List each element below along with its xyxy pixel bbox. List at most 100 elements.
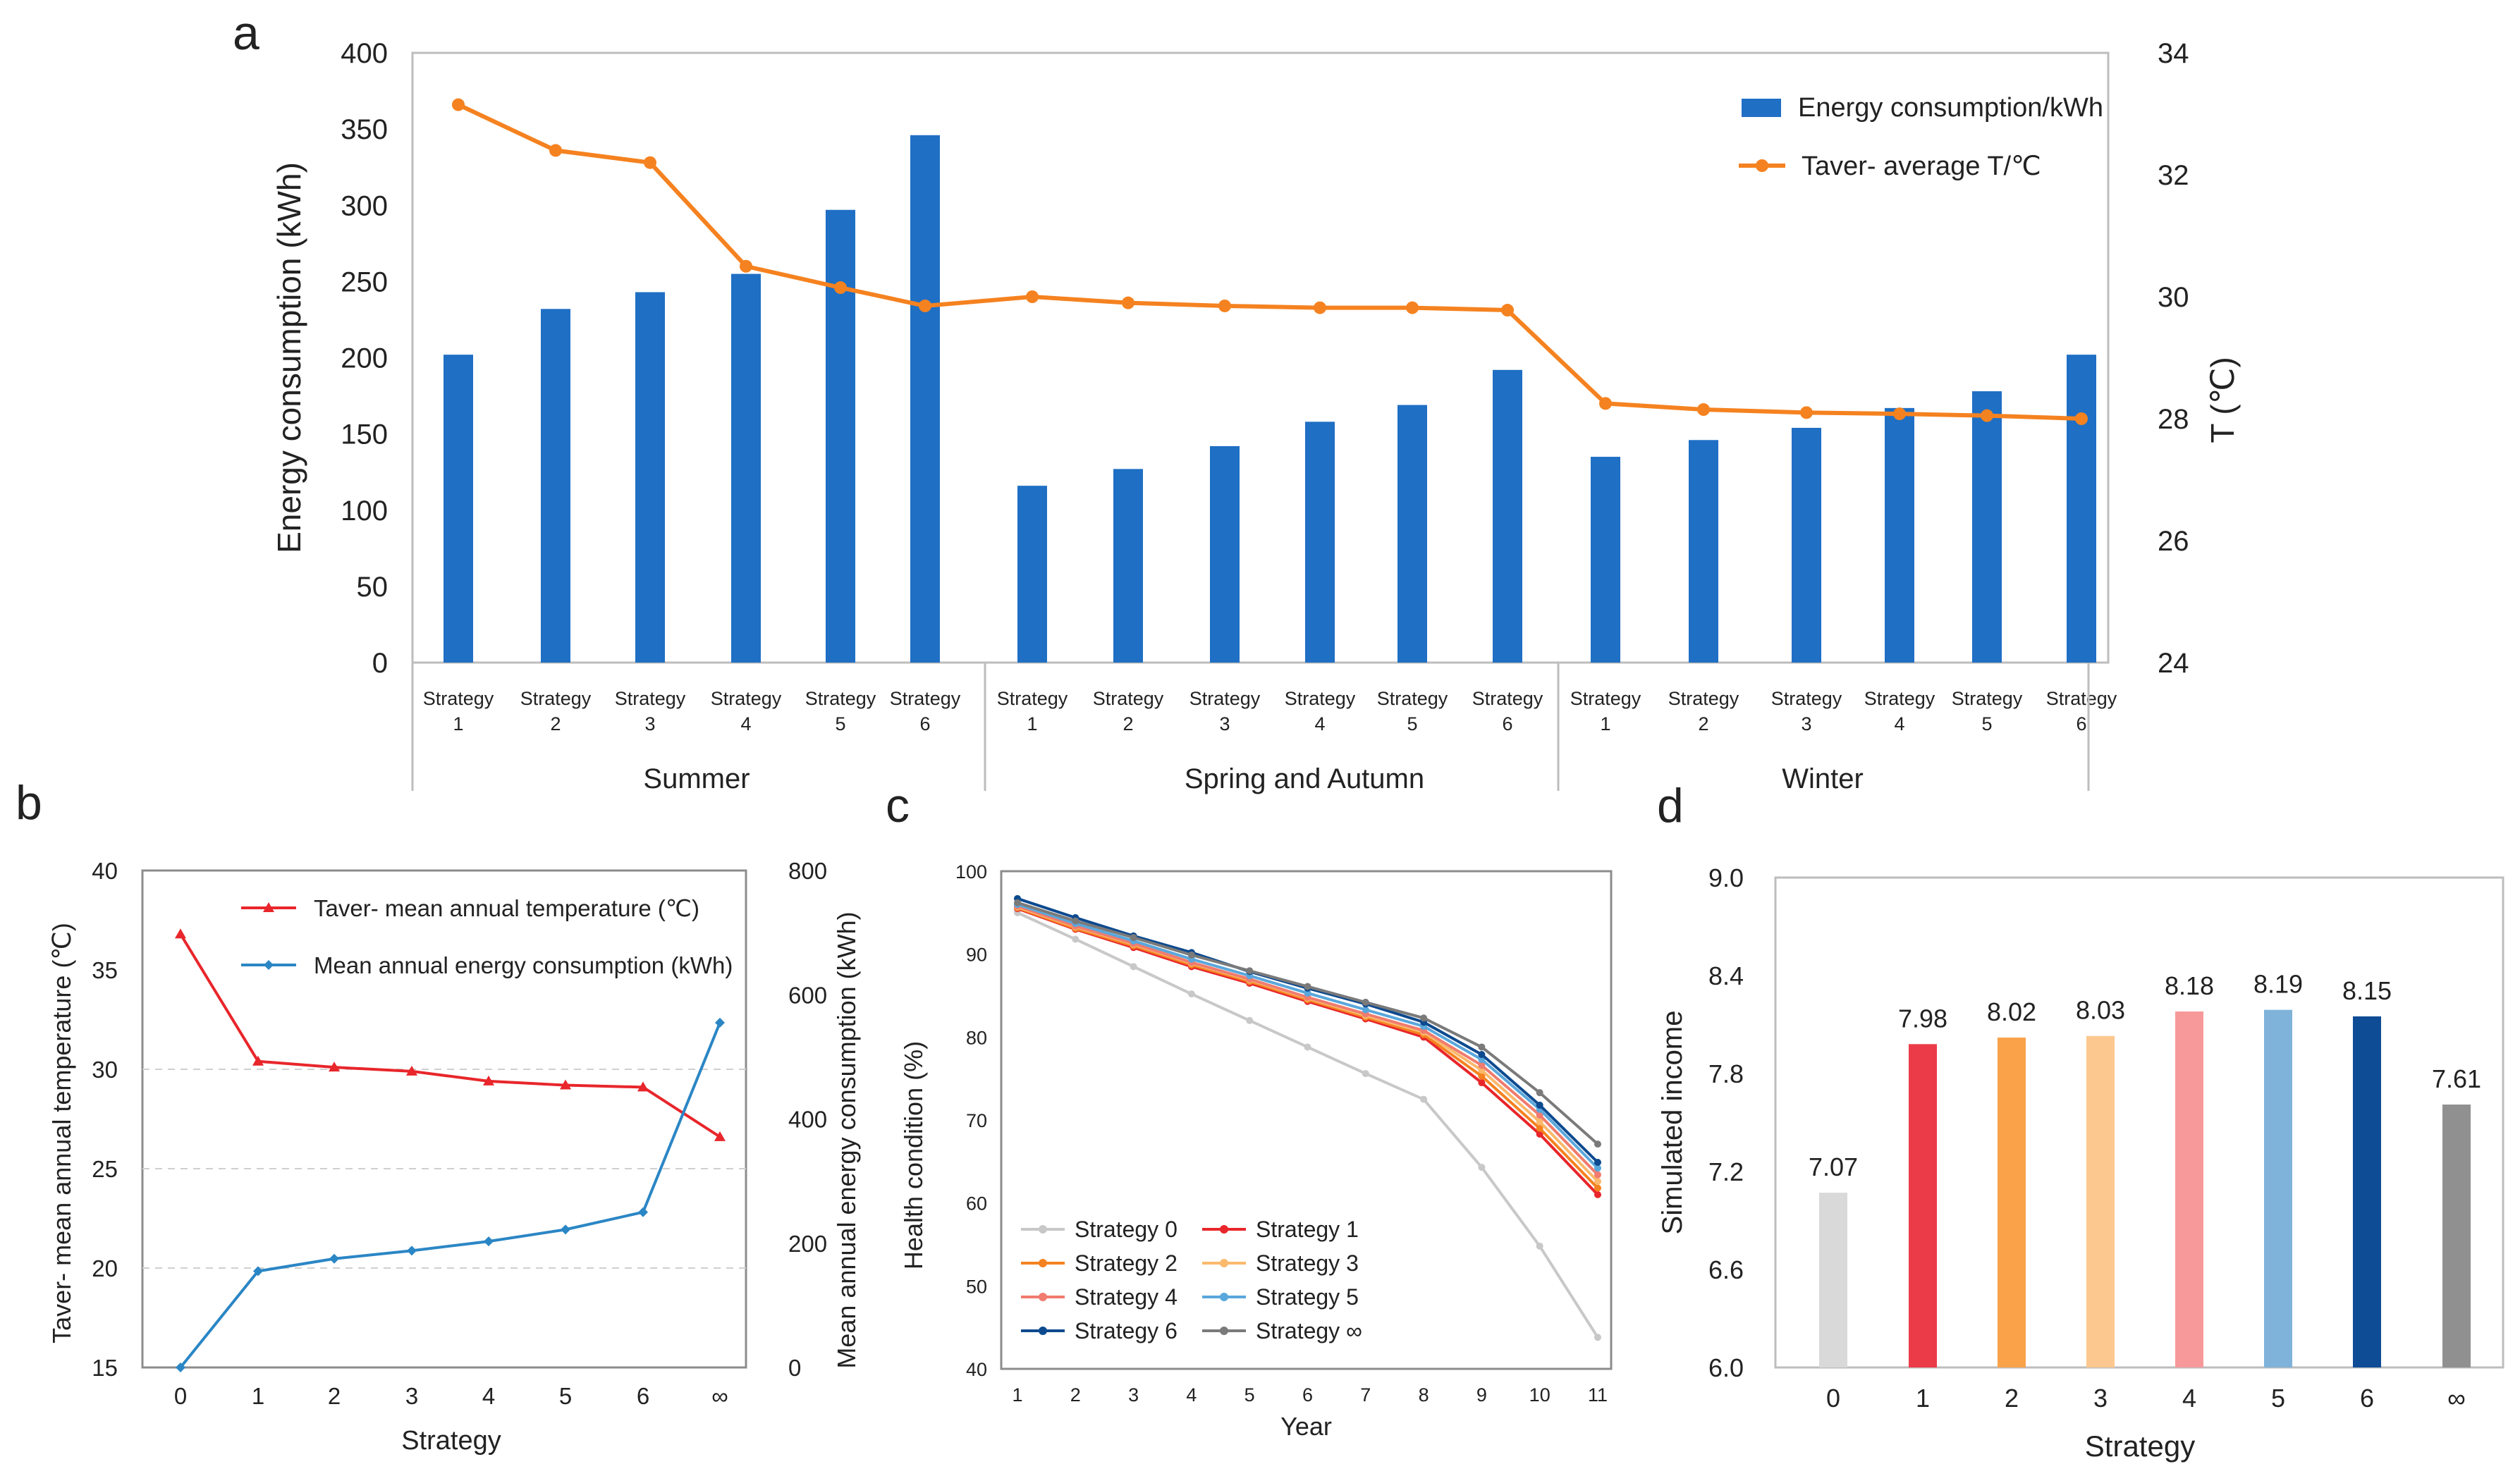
y-axis-title: Health condition (%) (899, 1041, 928, 1269)
bar (1210, 445, 1240, 663)
bar (1493, 369, 1522, 663)
temperature-point (834, 281, 847, 295)
y2-tick-label: 600 (788, 982, 827, 1008)
y-tick-label: 40 (92, 858, 118, 884)
group-label: Spring and Autumn (1185, 763, 1424, 794)
x-axis-title: Year (1280, 1412, 1332, 1441)
plot-frame (1774, 876, 2504, 1369)
bar (1972, 391, 2002, 663)
y-tick-label: 70 (966, 1110, 987, 1131)
temperature-point (1800, 406, 1813, 419)
bar (2067, 355, 2096, 663)
series-point (1478, 1043, 1486, 1051)
y2-tick-label: 34 (2158, 38, 2189, 69)
x-tick-label: 10 (1529, 1384, 1550, 1406)
series-point (175, 928, 186, 939)
legend-label: Mean annual energy consumption (kWh) (314, 952, 733, 978)
chart-c: 40 50 60 70 80 90 100 1 2 3 4 5 6 7 8 9 10 11 Year Health c… (899, 861, 1613, 1441)
x-tick-label: 3 (405, 1383, 418, 1409)
series-point (176, 1363, 185, 1372)
x-tick-label: Strategy 1 (1570, 688, 1641, 734)
x-tick-label: 5 (559, 1383, 572, 1409)
series-point (715, 1017, 725, 1028)
series-point (407, 1246, 417, 1256)
temperature-point (1697, 403, 1710, 417)
series-point (1478, 1051, 1486, 1059)
x-tick-label: Strategy 1 (997, 688, 1068, 734)
temperature-point (1893, 407, 1906, 421)
legend-label: Strategy 5 (1256, 1284, 1359, 1310)
series-point (1187, 990, 1195, 998)
y2-tick-label: 28 (2158, 404, 2189, 435)
series-point (1072, 935, 1079, 943)
temperature-point (1599, 397, 1612, 410)
bar (1792, 427, 1821, 663)
series-line (1017, 903, 1599, 1169)
legend-label: Strategy 6 (1075, 1318, 1178, 1343)
series-point (1130, 934, 1137, 942)
x-tick-label: 6 (637, 1383, 649, 1409)
series-point (406, 1065, 417, 1076)
y-tick-label: 50 (357, 572, 389, 603)
data-label: 8.03 (2076, 996, 2125, 1025)
y2-tick-label: 32 (2158, 160, 2189, 191)
y2-axis-title: Mean annual energy consumption (kWh) (832, 911, 861, 1368)
legend-marker (263, 902, 274, 912)
temperature-point (1218, 299, 1231, 312)
temperature-point (2075, 412, 2088, 425)
y2-tick-label: 30 (2158, 282, 2189, 313)
legend-marker (1220, 1293, 1228, 1301)
x-tick-label: Strategy 6 (1472, 688, 1543, 734)
bar (1591, 457, 1620, 663)
series-point (1187, 951, 1195, 959)
group-label: Summer (643, 763, 750, 794)
chart-a: 0 50 100 150 200 250 300 350 400 24 26 28 30 32 34 Ener… (271, 38, 2241, 794)
series-point (1304, 989, 1311, 997)
y-tick-label: 50 (966, 1276, 987, 1297)
legend-marker (1039, 1259, 1047, 1267)
x-tick-label: 5 (1244, 1384, 1255, 1406)
x-tick-label: Strategy 5 (805, 688, 876, 734)
x-tick-label: 11 (1588, 1384, 1608, 1406)
legend-marker (264, 960, 274, 970)
x-tick-label: 6 (2360, 1384, 2374, 1413)
x-tick-label: 2 (1070, 1384, 1081, 1406)
series-point (637, 1081, 649, 1092)
series-point (1478, 1079, 1486, 1087)
temperature-point (919, 299, 931, 312)
x-tick-label: Strategy 3 (1189, 688, 1261, 734)
legend-marker (1039, 1327, 1047, 1335)
bar (541, 309, 570, 663)
bar (1689, 440, 1718, 663)
x-tick-label: Strategy 6 (890, 688, 961, 734)
bar (1397, 405, 1427, 663)
legend-marker (1756, 159, 1768, 172)
x-tick-label: Strategy 4 (1864, 688, 1935, 734)
bar (635, 292, 665, 663)
y-tick-label: 6.0 (1708, 1353, 1744, 1382)
temperature-point (1314, 301, 1326, 314)
y-tick-label: 35 (92, 957, 118, 983)
series-point (483, 1075, 494, 1086)
bar (2353, 1016, 2381, 1367)
legend-label: Taver- mean annual temperature (℃) (314, 895, 699, 921)
y-tick-label: 40 (966, 1359, 987, 1380)
plot-frame (1000, 870, 1613, 1370)
x-tick-label: Strategy 5 (1952, 688, 2023, 734)
bar (2086, 1035, 2115, 1367)
series-point (1362, 1006, 1369, 1014)
x-tick-label: 3 (1128, 1384, 1139, 1406)
series-point (253, 1266, 263, 1277)
y-tick-label: 7.8 (1708, 1059, 1744, 1088)
series-point (1536, 1111, 1543, 1119)
x-tick-label: 1 (1916, 1384, 1930, 1413)
legend-label: Strategy 0 (1075, 1217, 1178, 1242)
series-point (329, 1253, 339, 1264)
x-tick-label: ∞ (2447, 1384, 2466, 1413)
plot-frame (141, 869, 747, 1369)
data-label: 8.19 (2253, 970, 2303, 999)
series-point (252, 1055, 264, 1066)
series-point (1362, 1070, 1369, 1078)
